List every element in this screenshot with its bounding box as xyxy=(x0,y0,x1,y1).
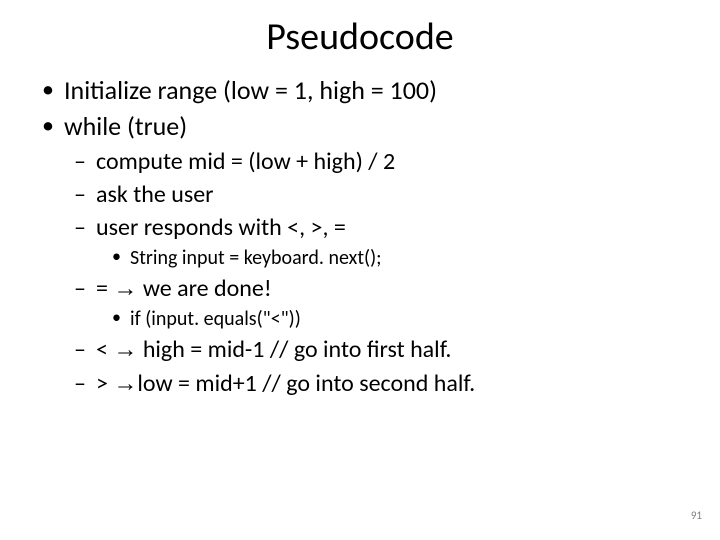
list-item: = → we are done! xyxy=(40,273,680,304)
slide-title: Pseudocode xyxy=(40,14,680,60)
list-item: user responds with <, >, = xyxy=(40,212,680,243)
page-number: 91 xyxy=(691,509,702,522)
list-item: > →low = mid+1 // go into second half. xyxy=(40,368,680,399)
list-item: if (input. equals("<")) xyxy=(40,306,680,332)
list-item: < → high = mid-1 // go into first half. xyxy=(40,334,680,365)
bullet-list: Initialize range (low = 1, high = 100) w… xyxy=(40,74,680,399)
list-item: while (true) xyxy=(40,110,680,144)
list-item: ask the user xyxy=(40,179,680,210)
slide: Pseudocode Initialize range (low = 1, hi… xyxy=(0,0,720,540)
list-item: Initialize range (low = 1, high = 100) xyxy=(40,74,680,108)
list-item: String input = keyboard. next(); xyxy=(40,245,680,271)
list-item: compute mid = (low + high) / 2 xyxy=(40,146,680,177)
